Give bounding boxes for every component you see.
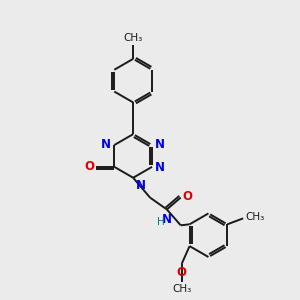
Text: CH₃: CH₃	[124, 33, 143, 43]
Text: N: N	[101, 138, 111, 151]
Text: N: N	[155, 138, 165, 151]
Text: H: H	[157, 217, 165, 227]
Text: N: N	[136, 179, 146, 192]
Text: CH₃: CH₃	[172, 284, 191, 294]
Text: O: O	[183, 190, 193, 203]
Text: N: N	[155, 161, 165, 174]
Text: CH₃: CH₃	[245, 212, 264, 222]
Text: N: N	[162, 213, 172, 226]
Text: O: O	[177, 266, 187, 279]
Text: O: O	[85, 160, 94, 173]
